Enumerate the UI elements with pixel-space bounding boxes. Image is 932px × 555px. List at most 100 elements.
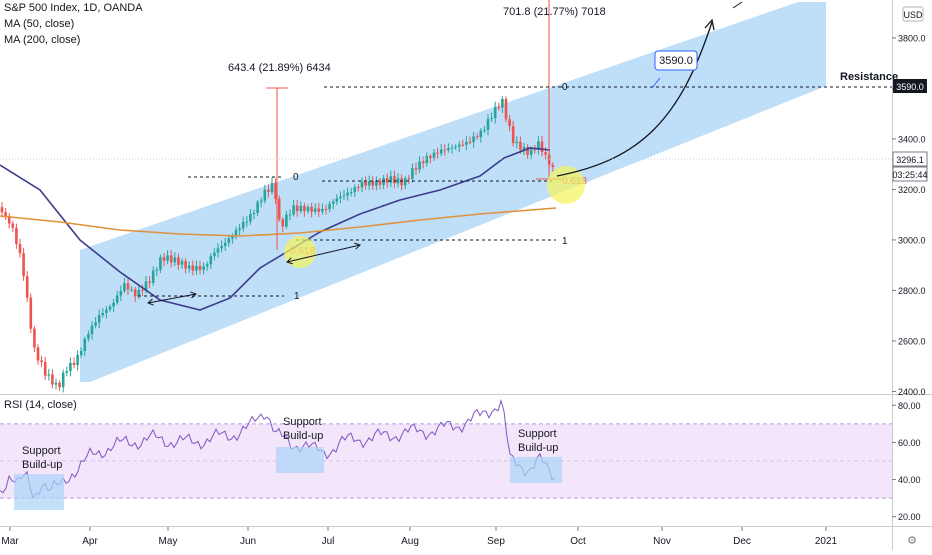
target-callout-pointer [651, 77, 661, 89]
candle-body [33, 328, 36, 348]
countdown-tag-bg [892, 166, 928, 182]
candle-body [249, 213, 252, 222]
support-label-3-line2: Build-up [518, 442, 558, 454]
rsi-label: 40.00 [898, 475, 921, 485]
candle-body [137, 289, 141, 297]
candle-body [11, 223, 15, 228]
candle-body [461, 144, 465, 146]
candle-body [184, 261, 187, 269]
price-label: 2400.0 [898, 387, 926, 397]
candle-body [321, 208, 324, 212]
candle-body [198, 266, 202, 270]
candle-body [274, 182, 277, 199]
candle-body [353, 187, 357, 193]
candle-body [256, 202, 259, 213]
candle-body [133, 289, 137, 297]
target-callout-label: 3590.0 [659, 55, 693, 67]
candle-body [400, 178, 403, 186]
candle-body [378, 180, 382, 185]
candle-body [486, 119, 490, 130]
candle-body [375, 180, 378, 186]
candle-body [385, 178, 389, 183]
candle-body [544, 152, 547, 155]
candle-body [331, 201, 335, 204]
time-label-aug: Aug [401, 536, 419, 547]
chart-title: S&P 500 Index, 1D, OANDA [4, 2, 143, 14]
candle-body [411, 168, 414, 179]
candle-body [159, 257, 162, 270]
candle-body [335, 198, 339, 202]
candle-body [180, 261, 184, 265]
candle-body [497, 106, 501, 108]
candle-body [436, 152, 439, 154]
time-label-jun: Jun [240, 536, 256, 547]
candle-body [493, 106, 497, 119]
measure-label-1: 643.4 (21.89%) 6434 [228, 62, 331, 74]
candle-body [245, 221, 249, 223]
candle-body [54, 382, 58, 385]
double-arrow-2-head [286, 257, 293, 265]
candle-body [173, 257, 177, 263]
candle-body [270, 182, 274, 193]
currency-label: USD [903, 10, 923, 20]
rsi-label: 60.00 [898, 438, 921, 448]
candle-body [551, 164, 555, 168]
candle-body [162, 257, 166, 261]
time-label-apr: Apr [82, 536, 98, 547]
candle-body [515, 141, 519, 144]
ma50-legend: MA (50, close) [4, 18, 75, 30]
candle-body [169, 255, 173, 263]
settings-icon: ⚙ [907, 535, 917, 547]
candle-body [357, 187, 360, 189]
currency-badge [902, 6, 924, 22]
candle-body [144, 281, 148, 291]
support-label-1-line2: Build-up [22, 459, 62, 471]
candle-body [267, 189, 270, 193]
ma200-legend: MA (200, close) [4, 34, 81, 46]
time-label-mar: Mar [1, 536, 19, 547]
candle-body [0, 207, 4, 213]
candle-body [403, 178, 407, 186]
candle-body [195, 266, 198, 271]
candle-body [25, 276, 29, 298]
support-box-1 [14, 474, 64, 510]
candle-body [285, 214, 288, 227]
candle-body [483, 129, 486, 131]
candle-body [105, 309, 108, 313]
rsi-line [0, 398, 556, 500]
countdown-tag: 03:25:44 [892, 170, 927, 180]
candle-body [533, 149, 537, 151]
candle-body [537, 141, 540, 150]
price-label: 2600.0 [898, 336, 926, 346]
candle-body [187, 265, 191, 269]
candle-body [360, 181, 364, 188]
candle-body [414, 168, 418, 170]
double-arrow-1-head [190, 291, 197, 299]
candle-body [472, 136, 475, 143]
double-arrow-1 [147, 293, 197, 304]
time-label-2021: 2021 [815, 536, 838, 547]
candle-body [94, 322, 97, 326]
candle-body [61, 372, 65, 388]
candle-body [15, 227, 18, 244]
candle-body [252, 212, 256, 214]
candle-body [429, 156, 432, 158]
candle-body [202, 266, 205, 270]
candle-body [18, 243, 22, 254]
candle-body [43, 362, 47, 376]
price-label: 2800.0 [898, 286, 926, 296]
resistance-tag: 3590.0 [896, 82, 924, 92]
candle-body [65, 371, 69, 373]
time-label-nov: Nov [653, 536, 671, 547]
candle-body [141, 289, 144, 291]
support-box-3 [510, 457, 562, 483]
candle-body [130, 289, 133, 291]
candle-body [238, 228, 241, 230]
candle-body [36, 347, 40, 361]
candle-body [22, 253, 25, 277]
candle-body [432, 152, 436, 158]
candle-body [288, 214, 292, 216]
candle-body [450, 147, 454, 149]
projection-curve [556, 21, 713, 177]
offscreen-arrow [732, 1, 743, 9]
